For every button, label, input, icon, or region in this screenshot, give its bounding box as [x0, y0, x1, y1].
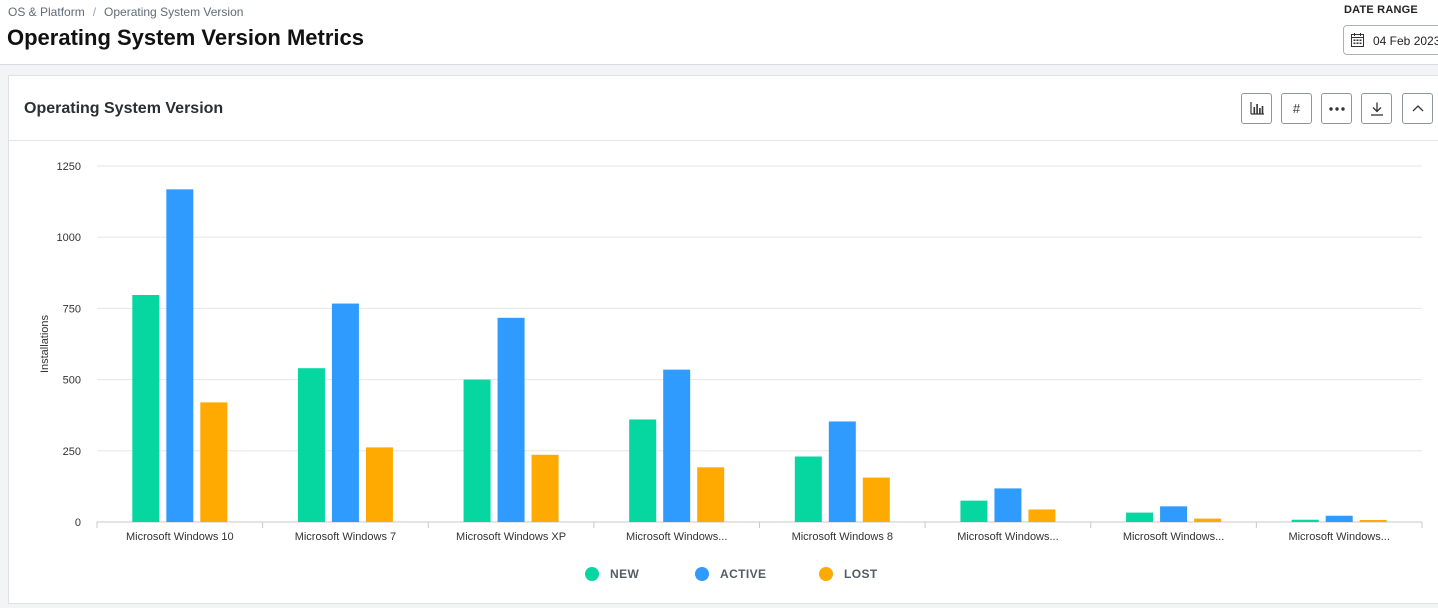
x-tick-label: Microsoft Windows XP — [456, 531, 566, 543]
legend-item-new[interactable]: NEW — [585, 567, 639, 581]
y-tick-label: 500 — [63, 375, 81, 387]
x-tick-label: Microsoft Windows... — [1288, 531, 1389, 543]
bar-active[interactable] — [166, 189, 194, 522]
card-header: Operating System Version # — [9, 76, 1438, 141]
x-tick-label: Microsoft Windows 10 — [126, 531, 234, 543]
bar-lost[interactable] — [697, 467, 725, 522]
page-title: Operating System Version Metrics — [7, 25, 365, 50]
bar-lost[interactable] — [200, 402, 228, 522]
bar-new[interactable] — [794, 456, 822, 522]
bar-lost[interactable] — [1194, 518, 1222, 522]
bar-active[interactable] — [994, 488, 1022, 522]
y-tick-label: 1000 — [57, 232, 81, 244]
bar-active[interactable] — [497, 317, 525, 522]
x-tick-label: Microsoft Windows 7 — [295, 531, 396, 543]
bar-active[interactable] — [1325, 515, 1353, 522]
y-tick-label: 750 — [63, 303, 81, 315]
download-button[interactable] — [1361, 93, 1392, 124]
collapse-icon — [1412, 105, 1423, 112]
breadcrumb: OS & Platform / Operating System Version — [8, 5, 243, 19]
bar-chart: 0 250 500 750 1000 1250 Installations Microsoft… — [39, 161, 1423, 543]
bar-new[interactable] — [629, 419, 657, 522]
hash-icon: # — [1292, 101, 1301, 116]
bar-active[interactable] — [1160, 506, 1188, 522]
bar-active[interactable] — [331, 303, 359, 522]
bar-new[interactable] — [1291, 519, 1319, 522]
x-tick-label: Microsoft Windows... — [1123, 531, 1224, 543]
top-header: OS & Platform / Operating System Version O… — [0, 0, 1438, 65]
calendar-icon — [1351, 33, 1364, 47]
bar-lost[interactable] — [862, 477, 890, 522]
y-axis-label: Installations — [39, 314, 51, 373]
bar-new[interactable] — [132, 295, 160, 522]
bar-chart-icon — [1249, 102, 1264, 115]
breadcrumb-current: Operating System Version — [104, 5, 244, 19]
y-tick-label: 0 — [75, 517, 81, 529]
more-options-button[interactable] — [1321, 93, 1352, 124]
bar-new[interactable] — [297, 368, 325, 522]
y-tick-label: 250 — [63, 446, 81, 458]
bar-new[interactable] — [960, 500, 988, 522]
bar-active[interactable] — [663, 369, 691, 522]
x-tick-label: Microsoft Windows... — [957, 531, 1058, 543]
legend-swatch-new — [585, 567, 599, 581]
breadcrumb-separator: / — [92, 5, 97, 19]
card-title: Operating System Version — [24, 100, 224, 117]
date-range-picker[interactable]: 04 Feb 2023 — [1343, 25, 1438, 55]
breadcrumb-root-link[interactable]: OS & Platform — [8, 5, 85, 19]
bar-active[interactable] — [828, 421, 856, 522]
date-range-value: 04 Feb 2023 — [1373, 34, 1438, 48]
chart-legend: NEW ACTIVE LOST — [9, 567, 1438, 587]
legend-label-new: NEW — [610, 567, 640, 581]
show-values-button[interactable]: # — [1281, 93, 1312, 124]
x-tick-label: Microsoft Windows 8 — [792, 531, 893, 543]
legend-swatch-active — [695, 567, 709, 581]
legend-item-active[interactable]: ACTIVE — [695, 567, 766, 581]
legend-swatch-lost — [819, 567, 833, 581]
download-icon — [1370, 102, 1383, 116]
bar-lost[interactable] — [1028, 509, 1056, 522]
bar-lost[interactable] — [1359, 520, 1387, 522]
more-options-icon — [1328, 106, 1345, 111]
bar-lost[interactable] — [365, 447, 393, 522]
legend-item-lost[interactable]: LOST — [819, 567, 878, 581]
bar-new[interactable] — [463, 379, 491, 522]
y-tick-label: 1250 — [57, 161, 81, 173]
bar-new[interactable] — [1126, 512, 1154, 522]
date-range-label: DATE RANGE — [1344, 4, 1418, 16]
chart-type-button[interactable] — [1241, 93, 1272, 124]
x-tick-label: Microsoft Windows... — [626, 531, 727, 543]
os-version-card: Operating System Version # — [8, 75, 1438, 604]
bar-lost[interactable] — [531, 454, 559, 522]
legend-label-lost: LOST — [844, 567, 878, 581]
collapse-button[interactable] — [1402, 93, 1433, 124]
legend-label-active: ACTIVE — [720, 567, 767, 581]
